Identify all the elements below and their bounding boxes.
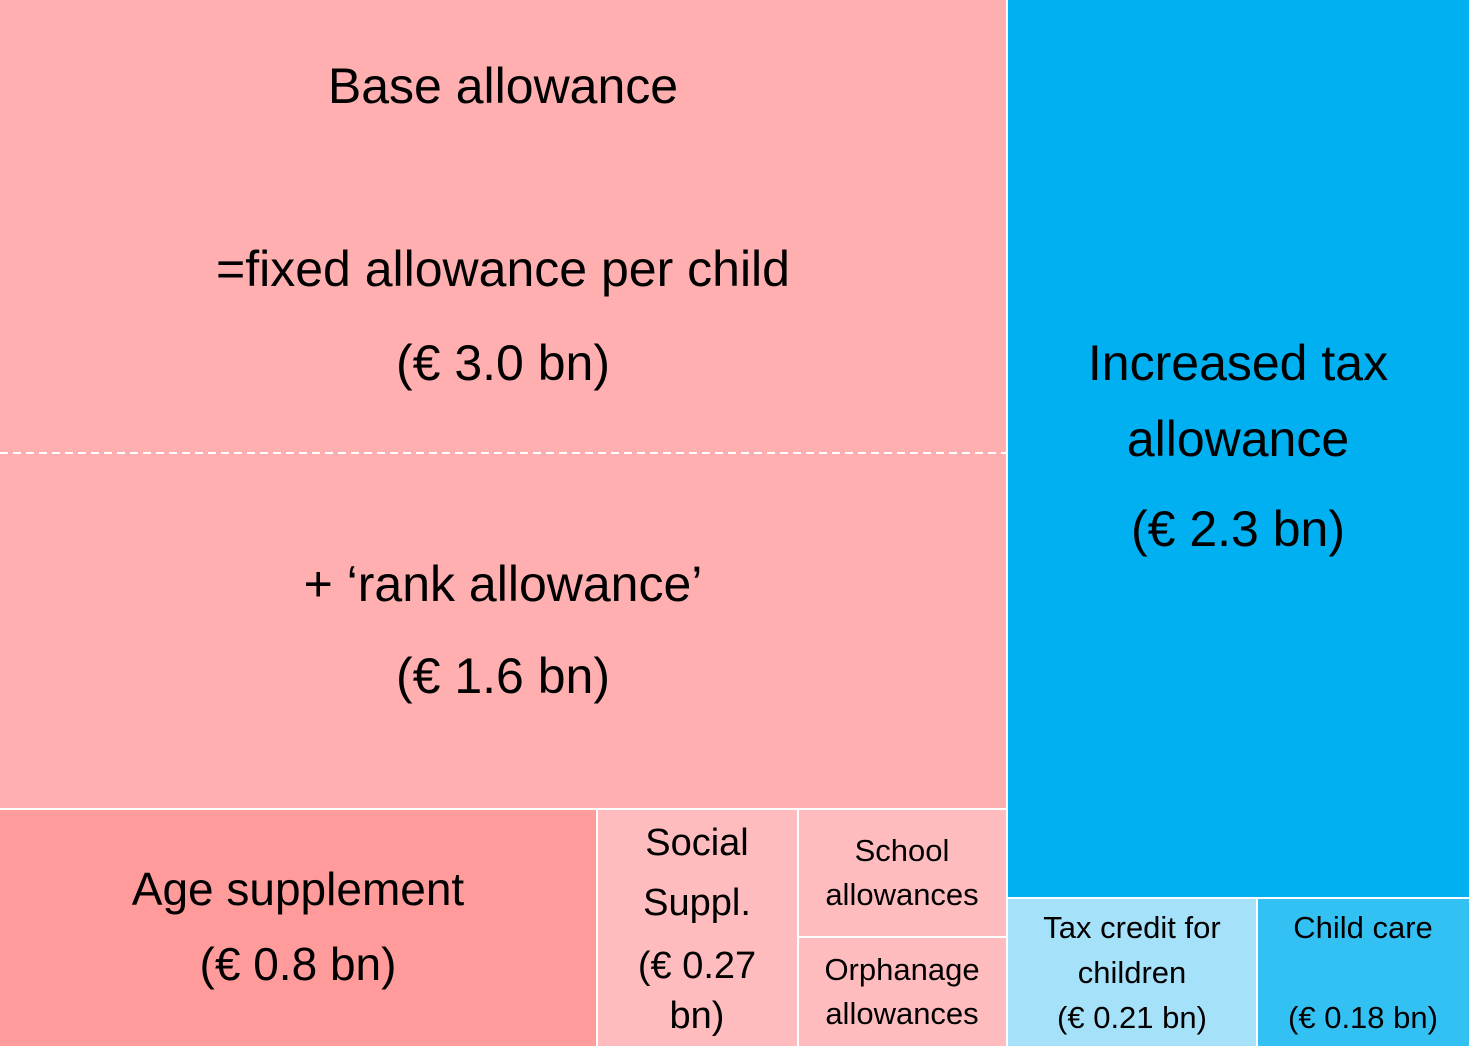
social-suppl-box [598,810,797,1046]
label: children [1078,955,1187,990]
increased-tax-allowance-box [1008,0,1469,897]
label: Tax credit for [1043,910,1220,945]
base-allowance-box [0,0,1006,453]
label: (€ 0.27 [638,945,756,987]
label: bn) [670,995,725,1037]
label: (€ 1.6 bn) [396,648,610,704]
label: Base allowance [328,58,678,114]
label: Increased tax [1088,335,1388,391]
label: Child care [1293,910,1433,945]
label: (€ 2.3 bn) [1131,501,1345,557]
label: Suppl. [643,882,751,924]
label: (€ 0.21 bn) [1057,1000,1207,1035]
label: allowances [825,877,978,912]
school-allowances-box [799,810,1006,936]
label: + ‘rank allowance’ [304,556,703,612]
rank-allowance-box [0,453,1006,808]
label: (€ 3.0 bn) [396,335,610,391]
label: Orphanage [824,952,979,987]
label: School [855,833,950,868]
label: Social [645,822,749,864]
child-care-box [1258,899,1469,1046]
label: (€ 0.8 bn) [200,938,397,990]
age-supplement-box [0,810,596,1046]
label: =fixed allowance per child [216,241,790,297]
label: (€ 0.18 bn) [1288,1000,1438,1035]
orphanage-allowances-box [799,938,1006,1046]
label: allowances [825,996,978,1031]
label: Age supplement [132,863,465,915]
tax-credit-box [1008,899,1256,1046]
label: allowance [1127,411,1349,467]
